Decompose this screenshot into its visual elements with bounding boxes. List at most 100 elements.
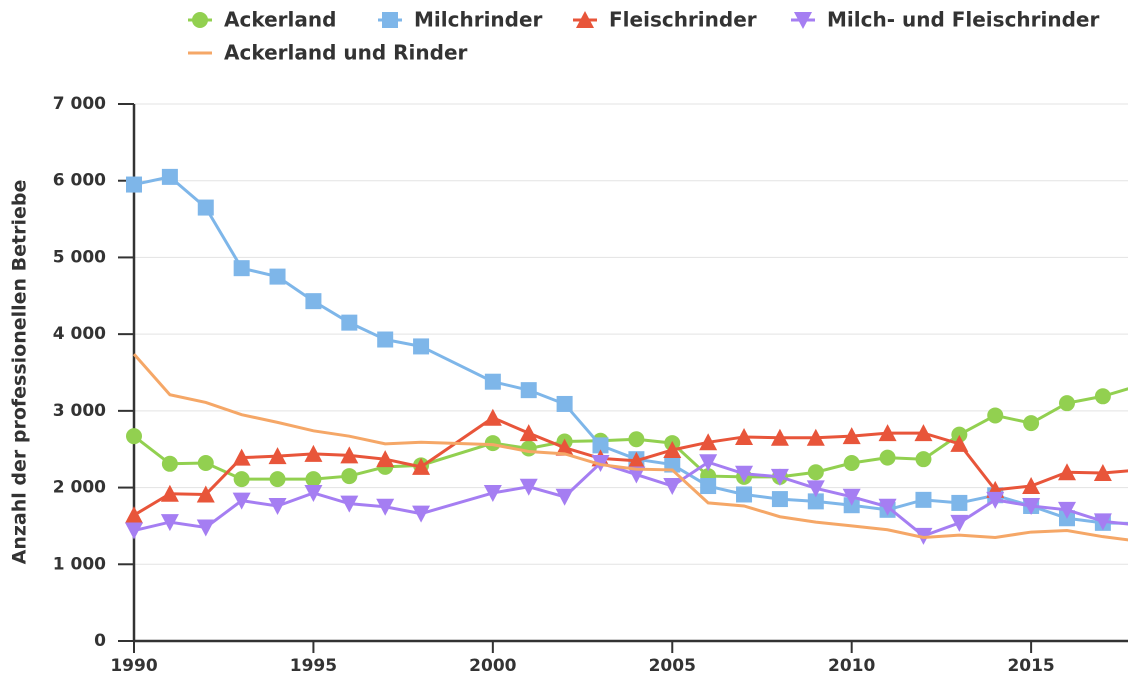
marker <box>556 395 573 412</box>
marker <box>987 407 1004 424</box>
marker <box>232 448 251 466</box>
marker <box>196 485 215 503</box>
marker <box>483 408 502 426</box>
legend-label: Ackerland und Rinder <box>224 41 468 65</box>
marker <box>842 427 861 445</box>
marker <box>879 449 896 466</box>
plot-area <box>125 168 1128 545</box>
marker <box>878 498 897 516</box>
legend-label: Milchrinder <box>414 8 543 32</box>
marker <box>770 428 789 446</box>
marker <box>951 494 968 511</box>
marker <box>1023 415 1040 432</box>
legend-marker <box>576 11 594 28</box>
y-tick-label: 1 000 <box>53 554 106 574</box>
marker <box>1094 388 1111 405</box>
y-tick-label: 7 000 <box>53 94 106 114</box>
marker <box>519 424 538 442</box>
marker <box>627 466 646 484</box>
marker <box>735 427 754 445</box>
marker <box>699 433 718 451</box>
marker <box>555 488 574 506</box>
marker <box>268 447 287 465</box>
legend-marker <box>794 12 812 29</box>
marker <box>125 506 143 524</box>
legend-label: Fleischrinder <box>609 8 757 32</box>
marker <box>663 440 682 458</box>
marker <box>950 434 969 452</box>
x-tick-label: 2010 <box>828 656 875 676</box>
y-tick-label: 2 000 <box>53 478 106 498</box>
marker <box>663 478 682 496</box>
marker <box>412 505 431 523</box>
marker <box>628 431 645 448</box>
marker <box>771 491 788 508</box>
x-tick-label: 2005 <box>649 656 696 676</box>
y-axis-label: Anzahl der professionellen Betriebe <box>9 180 31 565</box>
marker <box>305 293 322 310</box>
marker <box>807 493 824 510</box>
marker <box>305 471 322 488</box>
marker <box>160 514 179 532</box>
marker <box>806 480 825 498</box>
marker <box>950 514 969 532</box>
marker <box>484 435 501 452</box>
marker <box>699 454 718 472</box>
marker <box>377 331 394 348</box>
marker <box>304 444 323 462</box>
marker <box>1022 477 1041 495</box>
x-tick-label: 1990 <box>110 656 157 676</box>
marker <box>915 451 932 468</box>
marker <box>233 471 250 488</box>
series-line <box>132 353 1128 542</box>
marker <box>412 457 431 475</box>
marker <box>914 424 933 442</box>
marker <box>413 338 430 355</box>
marker <box>376 450 395 468</box>
marker <box>520 440 537 457</box>
legend-label: Milch- und Fleischrinder <box>827 8 1100 32</box>
marker <box>1058 395 1075 412</box>
marker <box>269 268 286 285</box>
y-tick-label: 0 <box>94 631 106 651</box>
marker <box>125 522 143 540</box>
marker <box>304 484 323 502</box>
marker <box>736 486 753 503</box>
marker <box>376 498 395 516</box>
x-tick-label: 2015 <box>1007 656 1054 676</box>
series-line <box>133 175 1128 525</box>
marker <box>232 492 251 510</box>
x-tick-label: 1995 <box>290 656 337 676</box>
marker <box>735 465 754 483</box>
marker <box>915 491 932 508</box>
marker <box>700 478 717 495</box>
marker <box>233 260 250 277</box>
marker <box>197 455 214 472</box>
x-tick-label: 2000 <box>469 656 516 676</box>
marker <box>268 497 287 515</box>
marker <box>196 519 215 537</box>
y-tick-label: 3 000 <box>53 401 106 421</box>
marker <box>519 478 538 496</box>
marker <box>341 468 358 485</box>
marker <box>269 471 286 488</box>
series-line <box>133 416 1128 517</box>
marker <box>986 491 1005 509</box>
legend-label: Ackerland <box>224 8 336 32</box>
series-line <box>133 387 1128 481</box>
marker <box>843 455 860 472</box>
marker <box>807 464 824 481</box>
y-tick-label: 4 000 <box>53 324 106 344</box>
series-line <box>133 460 1128 538</box>
y-tick-label: 5 000 <box>53 247 106 267</box>
marker <box>555 438 574 456</box>
marker <box>1093 463 1112 481</box>
marker <box>484 373 501 390</box>
marker <box>1057 501 1076 519</box>
marker <box>161 455 178 472</box>
marker <box>951 426 968 443</box>
marker <box>878 424 897 442</box>
marker <box>842 488 861 506</box>
legend-marker <box>192 12 208 28</box>
